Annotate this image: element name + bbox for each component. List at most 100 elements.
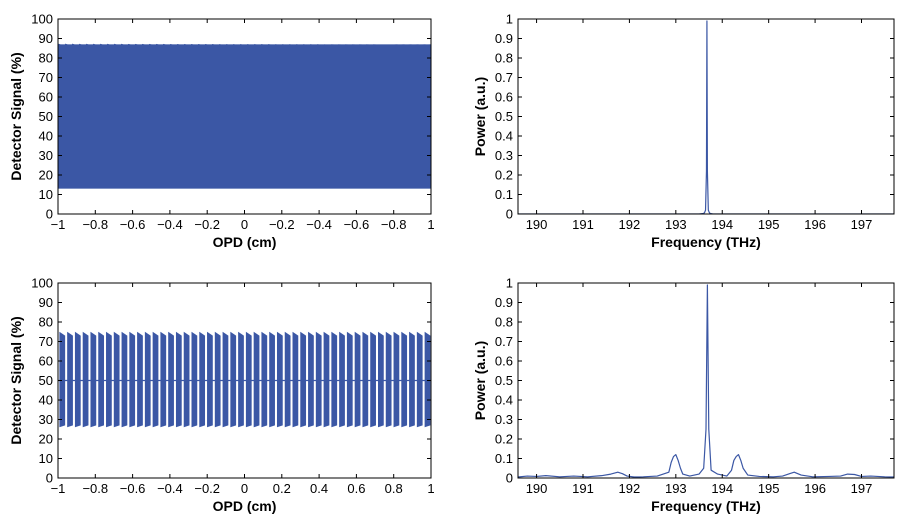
y-tick-label: 100: [31, 276, 53, 291]
y-tick-label: 0.3: [495, 412, 513, 427]
x-tick-label: 1: [427, 481, 434, 496]
y-tick-label: 80: [39, 51, 53, 66]
x-tick-label: 193: [665, 217, 687, 232]
y-tick-label: 0.6: [495, 354, 513, 369]
y-tick-label: 50: [39, 373, 53, 388]
signal-packet: [90, 331, 97, 428]
y-tick-label: 70: [39, 334, 53, 349]
x-tick-label: −0.8: [82, 217, 108, 232]
signal-packet: [168, 331, 174, 428]
x-axis-title: OPD (cm): [213, 234, 277, 250]
signal-packet: [113, 331, 120, 428]
signal-packet: [238, 331, 244, 428]
y-tick-label: 90: [39, 295, 53, 310]
spectrum-line: [518, 284, 894, 478]
signal-packet: [106, 331, 112, 428]
y-tick-label: 20: [39, 168, 53, 183]
signal-packet: [144, 331, 151, 428]
signal-packet: [160, 331, 167, 428]
y-tick-label: 0.9: [495, 31, 513, 46]
signal-packet: [370, 331, 376, 428]
y-tick-label: 0.4: [495, 129, 513, 144]
x-tick-label: −0.4: [157, 481, 183, 496]
x-tick-label: 191: [572, 217, 594, 232]
x-tick-label: −0.2: [194, 217, 220, 232]
y-tick-label: 0.4: [495, 393, 513, 408]
y-tick-label: 0.6: [495, 90, 513, 105]
x-tick-label: 1: [427, 217, 434, 232]
x-tick-label: 191: [572, 481, 594, 496]
signal-packet: [331, 331, 338, 428]
y-tick-label: 40: [39, 129, 53, 144]
y-tick-label: 1: [506, 276, 513, 291]
signal-packet: [308, 331, 314, 428]
signal-band: [58, 44, 431, 189]
y-tick-label: 0.8: [495, 51, 513, 66]
x-tick-label: 193: [665, 481, 687, 496]
x-tick-label: 197: [851, 217, 873, 232]
y-tick-label: 0: [46, 471, 53, 486]
y-tick-label: 60: [39, 90, 53, 105]
x-tick-label: −1: [51, 481, 66, 496]
signal-packet: [424, 331, 431, 428]
signal-packet: [191, 331, 198, 428]
x-tick-label: 0: [241, 481, 248, 496]
x-tick-label: 190: [526, 217, 548, 232]
x-axis-title: Frequency (THz): [651, 498, 761, 514]
signal-packet: [269, 331, 275, 428]
x-tick-label: 196: [804, 217, 826, 232]
y-tick-label: 0.2: [495, 168, 513, 183]
signal-packet: [137, 331, 143, 428]
x-tick-label: −0.6: [344, 217, 370, 232]
signal-packet: [129, 331, 136, 428]
y-tick-label: 100: [31, 12, 53, 27]
spectrum-line: [518, 20, 894, 214]
x-tick-label: 195: [758, 217, 780, 232]
signal-packet: [315, 331, 322, 428]
y-tick-label: 0.5: [495, 109, 513, 124]
y-tick-label: 0.1: [495, 187, 513, 202]
x-tick-label: −0.2: [269, 217, 295, 232]
x-tick-label: −0.6: [120, 481, 146, 496]
signal-packet: [339, 331, 345, 428]
signal-packet: [354, 331, 361, 428]
signal-packet: [121, 331, 128, 428]
y-tick-label: 60: [39, 354, 53, 369]
signal-packet: [152, 331, 159, 428]
y-axis-title: Power (a.u.): [472, 77, 488, 156]
signal-packet: [276, 331, 283, 428]
y-tick-label: 0.7: [495, 70, 513, 85]
signal-packet: [261, 331, 268, 428]
y-tick-label: 90: [39, 31, 53, 46]
x-tick-label: 0: [241, 217, 248, 232]
signal-packet: [385, 331, 392, 428]
signal-packet: [292, 331, 299, 428]
x-axis-title: Frequency (THz): [651, 234, 761, 250]
y-tick-label: 20: [39, 432, 53, 447]
y-tick-label: 70: [39, 70, 53, 85]
y-tick-label: 0.7: [495, 334, 513, 349]
plot-area: [58, 331, 431, 428]
plot-area: [518, 284, 894, 478]
x-tick-label: −0.6: [120, 217, 146, 232]
signal-packet: [199, 331, 206, 428]
y-axis-title: Detector Signal (%): [8, 316, 24, 444]
y-tick-label: 0: [506, 207, 513, 222]
signal-packet: [98, 331, 105, 428]
x-tick-label: 192: [619, 481, 641, 496]
y-tick-label: 80: [39, 315, 53, 330]
signal-packet: [59, 331, 66, 428]
y-axis-title: Detector Signal (%): [8, 52, 24, 180]
signal-packet: [175, 331, 182, 428]
plot-area: [518, 20, 894, 214]
y-tick-label: 0.9: [495, 295, 513, 310]
x-tick-label: 194: [711, 217, 733, 232]
y-tick-label: 10: [39, 451, 53, 466]
x-tick-label: 0.2: [273, 481, 291, 496]
x-tick-label: −0.2: [194, 481, 220, 496]
signal-packet: [214, 331, 221, 428]
signal-packet: [346, 331, 353, 428]
x-tick-label: −0.8: [381, 217, 407, 232]
x-tick-label: 192: [619, 217, 641, 232]
